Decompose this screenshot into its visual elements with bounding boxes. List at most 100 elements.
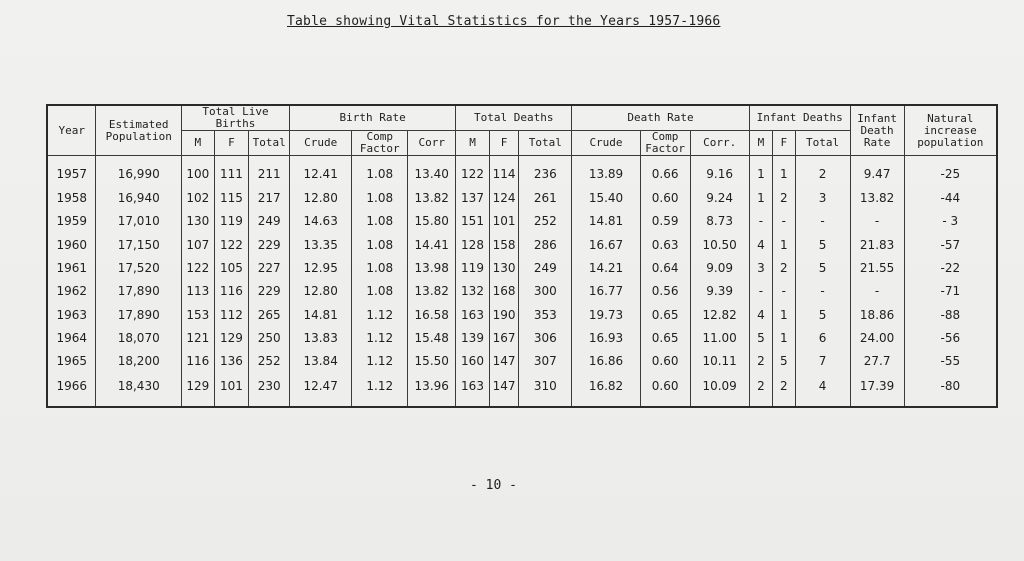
cell-birth-comp-factor: 1.08 [351, 279, 409, 304]
cell-births-total: 211 [248, 155, 291, 187]
cell-infant-total: 4 [794, 373, 851, 407]
cell-infant-death-rate: 18.86 [849, 303, 905, 327]
cell-natural-increase: -71 [903, 279, 998, 304]
cell-infant-total: 3 [794, 186, 851, 210]
cell-births-f: 116 [213, 279, 250, 304]
cell-births-total: 230 [248, 373, 291, 407]
cell-death-corr: 10.50 [689, 233, 750, 257]
cell-births-f: 129 [213, 326, 250, 350]
cell-natural-increase: -57 [903, 233, 998, 257]
cell-infant-f: - [772, 209, 796, 234]
cell-infant-death-rate: - [849, 209, 905, 234]
cell-deaths-total: 300 [518, 279, 573, 304]
cell-birth-crude: 12.41 [289, 155, 353, 187]
cell-deaths-f: 158 [488, 233, 520, 257]
header-births-m: M [181, 130, 215, 156]
cell-births-m: 116 [181, 349, 215, 374]
cell-birth-comp-factor: 1.08 [351, 256, 409, 280]
table-title: Table showing Vital Statistics for the Y… [287, 14, 721, 29]
cell-infant-death-rate: 27.7 [849, 349, 905, 374]
cell-births-f: 111 [213, 155, 250, 187]
cell-birth-corr: 15.80 [407, 209, 457, 234]
cell-deaths-f: 167 [488, 326, 520, 350]
table-body: 1957 16,990 100 111 211 12.41 1.08 13.40 122 114 2… [46, 155, 998, 407]
cell-births-f: 136 [213, 349, 250, 374]
cell-death-crude: 16.82 [571, 373, 641, 407]
cell-infant-f: 1 [772, 326, 796, 350]
cell-death-crude: 14.81 [571, 209, 641, 234]
cell-births-total: 229 [248, 279, 291, 304]
table-row: 1959 17,010 130 119 249 14.63 1.08 15.80 151 101 2… [46, 209, 998, 234]
cell-deaths-m: 119 [455, 256, 490, 280]
cell-death-crude: 16.93 [571, 326, 641, 350]
cell-births-total: 227 [248, 256, 291, 280]
cell-infant-m: - [748, 209, 774, 234]
cell-infant-f: 2 [772, 256, 796, 280]
cell-births-total: 229 [248, 233, 291, 257]
cell-population: 18,200 [95, 349, 183, 374]
cell-birth-crude: 12.95 [289, 256, 353, 280]
cell-deaths-total: 252 [518, 209, 573, 234]
cell-death-corr: 12.82 [689, 303, 750, 327]
cell-deaths-total: 306 [518, 326, 573, 350]
cell-year: 1964 [46, 326, 97, 350]
cell-infant-death-rate: 9.47 [849, 155, 905, 187]
cell-infant-total: 7 [794, 349, 851, 374]
cell-natural-increase: -44 [903, 186, 998, 210]
cell-natural-increase: -88 [903, 303, 998, 327]
cell-birth-comp-factor: 1.08 [351, 209, 409, 234]
cell-infant-total: 5 [794, 256, 851, 280]
cell-infant-m: 2 [748, 373, 774, 407]
table-row: 1963 17,890 153 112 265 14.81 1.12 16.58 163 190 3… [46, 303, 998, 327]
cell-natural-increase: - 3 [903, 209, 998, 234]
cell-infant-m: 3 [748, 256, 774, 280]
cell-births-f: 112 [213, 303, 250, 327]
table-row: 1957 16,990 100 111 211 12.41 1.08 13.40 122 114 2… [46, 155, 998, 187]
cell-death-crude: 13.89 [571, 155, 641, 187]
cell-deaths-m: 160 [455, 349, 490, 374]
cell-population: 17,010 [95, 209, 183, 234]
cell-infant-f: 1 [772, 303, 796, 327]
cell-year: 1966 [46, 373, 97, 407]
cell-birth-corr: 13.98 [407, 256, 457, 280]
table-row: 1958 16,940 102 115 217 12.80 1.08 13.82 137 124 2… [46, 186, 998, 210]
cell-deaths-m: 128 [455, 233, 490, 257]
cell-death-comp-factor: 0.65 [639, 326, 691, 350]
cell-deaths-f: 168 [488, 279, 520, 304]
cell-year: 1962 [46, 279, 97, 304]
cell-natural-increase: -22 [903, 256, 998, 280]
cell-births-m: 122 [181, 256, 215, 280]
cell-deaths-m: 163 [455, 373, 490, 407]
header-death-corr: Corr. [689, 130, 750, 156]
cell-birth-comp-factor: 1.12 [351, 349, 409, 374]
cell-deaths-f: 114 [488, 155, 520, 187]
header-death-comp-factor: Comp Factor [639, 130, 691, 156]
cell-death-corr: 9.24 [689, 186, 750, 210]
cell-deaths-f: 130 [488, 256, 520, 280]
cell-death-corr: 9.39 [689, 279, 750, 304]
cell-death-comp-factor: 0.60 [639, 373, 691, 407]
cell-infant-death-rate: 24.00 [849, 326, 905, 350]
cell-death-crude: 16.67 [571, 233, 641, 257]
header-birth-comp-factor: Comp Factor [351, 130, 409, 156]
cell-infant-f: 2 [772, 186, 796, 210]
header-death-crude: Crude [571, 130, 641, 156]
cell-infant-total: - [794, 279, 851, 304]
header-infant-deaths: Infant Deaths [748, 104, 851, 131]
cell-birth-comp-factor: 1.08 [351, 155, 409, 187]
cell-death-crude: 16.86 [571, 349, 641, 374]
header-live-births: Total Live Births [181, 104, 291, 131]
cell-infant-death-rate: 21.83 [849, 233, 905, 257]
cell-death-corr: 10.09 [689, 373, 750, 407]
cell-deaths-m: 163 [455, 303, 490, 327]
cell-births-f: 119 [213, 209, 250, 234]
cell-death-crude: 14.21 [571, 256, 641, 280]
cell-birth-crude: 14.81 [289, 303, 353, 327]
cell-births-m: 113 [181, 279, 215, 304]
cell-population: 18,430 [95, 373, 183, 407]
cell-deaths-total: 353 [518, 303, 573, 327]
cell-births-total: 217 [248, 186, 291, 210]
cell-birth-corr: 13.82 [407, 279, 457, 304]
header-deaths-total: Total [518, 130, 573, 156]
cell-deaths-f: 101 [488, 209, 520, 234]
